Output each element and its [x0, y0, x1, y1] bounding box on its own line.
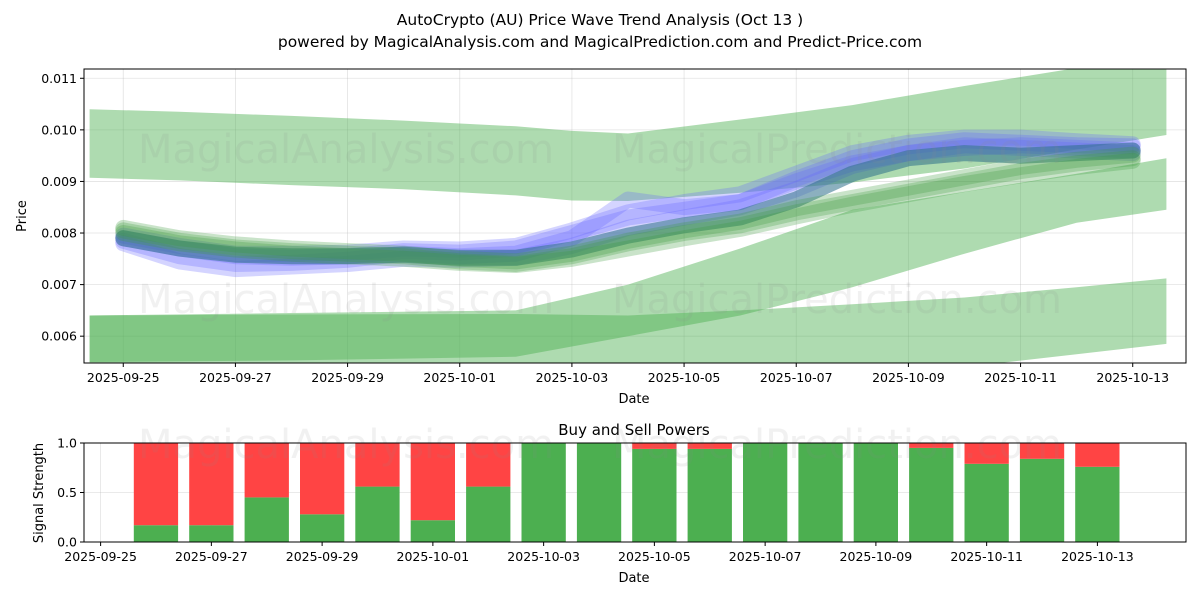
buy-power-bar [964, 463, 1009, 542]
price-xtick-label: 2025-10-11 [984, 370, 1057, 385]
sell-power-bar [1019, 443, 1065, 459]
price-wave-series-8 [115, 146, 1141, 270]
watermark-analysis-top: MagicalAnalysis.com [138, 127, 554, 173]
buy-power-bar [909, 447, 954, 542]
price-x-ticks: 2025-09-25 2025-09-27 2025-09-29 2025-10-01… [87, 363, 1169, 385]
price-xtick-label: 2025-10-05 [648, 370, 721, 385]
power-xtick-label: 2025-09-27 [175, 549, 248, 564]
price-ytick-label: 0.007 [41, 277, 77, 292]
price-y-label: Price [15, 200, 30, 232]
price-ytick-label: 0.010 [41, 122, 77, 137]
price-waves [115, 129, 1141, 278]
price-panel: MagicalAnalysis.com MagicalPrediction.co… [15, 68, 1187, 407]
power-xtick-label: 2025-09-29 [286, 549, 359, 564]
watermark-prediction-mid: MagicalPrediction.com [612, 277, 1062, 323]
power-y-label: Signal Strength [32, 443, 47, 543]
buy-power-bar [1075, 466, 1120, 542]
power-xtick-label: 2025-10-01 [397, 549, 470, 564]
power-x-label: Date [618, 571, 649, 586]
price-xtick-label: 2025-09-27 [199, 370, 272, 385]
price-xtick-label: 2025-09-25 [87, 370, 160, 385]
power-panel: Buy and Sell Powers MagicalAnalysis.com … [32, 421, 1187, 586]
buy-power-bar [410, 520, 455, 542]
watermark-prediction-bottom: MagicalPrediction.com [612, 422, 1062, 468]
buy-power-bar [1019, 458, 1065, 542]
power-xtick-label: 2025-09-25 [64, 549, 137, 564]
buy-power-bar [798, 443, 843, 542]
buy-power-bar [133, 525, 179, 542]
price-xtick-label: 2025-10-09 [872, 370, 945, 385]
price-band-3 [89, 278, 1167, 363]
price-grid [84, 69, 1186, 363]
price-xtick-label: 2025-10-01 [423, 370, 496, 385]
price-wave-series-5 [115, 142, 1141, 266]
buy-power-bar [244, 497, 289, 542]
price-xtick-label: 2025-10-07 [760, 370, 833, 385]
sell-power-bar [1075, 443, 1120, 467]
price-y-ticks: 0.006 0.007 0.008 0.009 0.010 0.011 [41, 71, 84, 344]
sell-power-bar [244, 443, 289, 498]
sell-power-bar [687, 443, 732, 449]
price-plot-frame [83, 68, 1187, 364]
price-ytick-label: 0.008 [41, 226, 77, 241]
buy-power-bar [687, 448, 732, 542]
chart-subtitle: powered by MagicalAnalysis.com and Magic… [278, 33, 922, 51]
price-x-label: Date [618, 392, 649, 407]
price-band-2 [89, 158, 1167, 362]
sell-power-bar [300, 443, 345, 515]
buy-power-bar [576, 443, 622, 542]
price-ytick-label: 0.006 [41, 329, 77, 344]
sell-power-bar [355, 443, 400, 487]
price-xtick-label: 2025-09-29 [311, 370, 384, 385]
watermark-analysis-mid: MagicalAnalysis.com [138, 277, 554, 323]
price-xtick-label: 2025-10-13 [1096, 370, 1169, 385]
power-x-ticks: 2025-09-25 2025-09-27 2025-09-29 2025-10-01… [64, 542, 1134, 564]
sell-power-bar [909, 443, 954, 448]
sell-power-bar [466, 443, 511, 487]
chart-title: AutoCrypto (AU) Price Wave Trend Analysi… [397, 11, 803, 29]
price-ytick-label: 0.009 [41, 174, 77, 189]
price-wave-series-7 [115, 152, 1141, 273]
price-xtick-label: 2025-10-03 [536, 370, 609, 385]
price-wave-series-6 [115, 150, 1141, 272]
buy-power-bar [466, 486, 511, 542]
power-xtick-label: 2025-10-03 [507, 549, 580, 564]
watermark-analysis-bottom: MagicalAnalysis.com [138, 422, 554, 468]
power-xtick-label: 2025-10-07 [729, 549, 802, 564]
power-bars [133, 443, 1120, 542]
buy-power-bar [355, 486, 400, 542]
sell-power-bar [410, 443, 455, 521]
power-xtick-label: 2025-10-11 [950, 549, 1023, 564]
sell-power-bar [964, 443, 1009, 464]
buy-power-bar [521, 443, 566, 542]
power-ytick-label: 0.5 [57, 485, 77, 500]
buy-power-bar [632, 448, 677, 542]
buy-power-bar [300, 514, 345, 542]
sell-power-bar [133, 443, 179, 526]
power-xtick-label: 2025-10-09 [840, 549, 913, 564]
power-ytick-label: 1.0 [57, 436, 77, 451]
power-title: Buy and Sell Powers [558, 421, 710, 439]
power-xtick-label: 2025-10-13 [1061, 549, 1134, 564]
sell-power-bar [189, 443, 234, 526]
price-ytick-label: 0.011 [41, 71, 77, 86]
power-ytick-label: 0.0 [57, 535, 77, 550]
sell-power-bar [632, 443, 677, 449]
watermark-prediction-top: MagicalPrediction.com [612, 127, 1062, 173]
power-y-ticks: 0.0 0.5 1.0 [57, 436, 84, 550]
buy-power-bar [743, 443, 788, 542]
buy-power-bar [189, 525, 234, 542]
power-xtick-label: 2025-10-05 [618, 549, 691, 564]
buy-power-bar [853, 443, 898, 542]
